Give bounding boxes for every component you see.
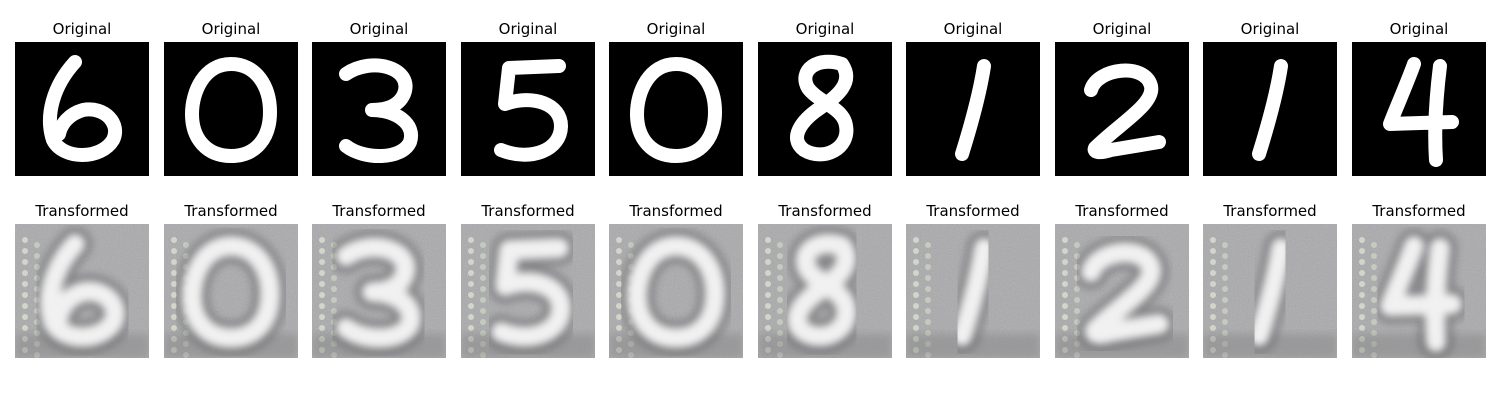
original-title: Original [1203, 20, 1337, 38]
original-title: Original [609, 20, 743, 38]
transformed-digit-image [312, 224, 446, 358]
transformed-title: Transformed [1055, 202, 1189, 220]
transformed-title: Transformed [15, 202, 149, 220]
original-title: Original [758, 20, 892, 38]
transformed-title: Transformed [1203, 202, 1337, 220]
original-digit-image [312, 42, 446, 176]
original-digit-image [461, 42, 595, 176]
original-title: Original [164, 20, 298, 38]
original-title: Original [1055, 20, 1189, 38]
transformed-title: Transformed [164, 202, 298, 220]
original-digit-image [164, 42, 298, 176]
original-title: Original [15, 20, 149, 38]
transformed-digit-image [1352, 224, 1486, 358]
transformed-title: Transformed [312, 202, 446, 220]
original-digit-image [758, 42, 892, 176]
original-digit-image [15, 42, 149, 176]
transformed-title: Transformed [609, 202, 743, 220]
transformed-title: Transformed [1352, 202, 1486, 220]
original-title: Original [1352, 20, 1486, 38]
original-digit-image [1203, 42, 1337, 176]
original-title: Original [312, 20, 446, 38]
transformed-digit-image [906, 224, 1040, 358]
transformed-digit-image [1203, 224, 1337, 358]
transformed-title: Transformed [758, 202, 892, 220]
transformed-title: Transformed [906, 202, 1040, 220]
transformed-digit-image [1055, 224, 1189, 358]
transformed-digit-image [758, 224, 892, 358]
original-digit-image [1352, 42, 1486, 176]
original-title: Original [461, 20, 595, 38]
original-digit-image [1055, 42, 1189, 176]
transformed-digit-image [15, 224, 149, 358]
transformed-digit-image [609, 224, 743, 358]
original-title: Original [906, 20, 1040, 38]
original-digit-image [906, 42, 1040, 176]
transformed-digit-image [164, 224, 298, 358]
original-digit-image [609, 42, 743, 176]
transformed-digit-image [461, 224, 595, 358]
transformed-title: Transformed [461, 202, 595, 220]
